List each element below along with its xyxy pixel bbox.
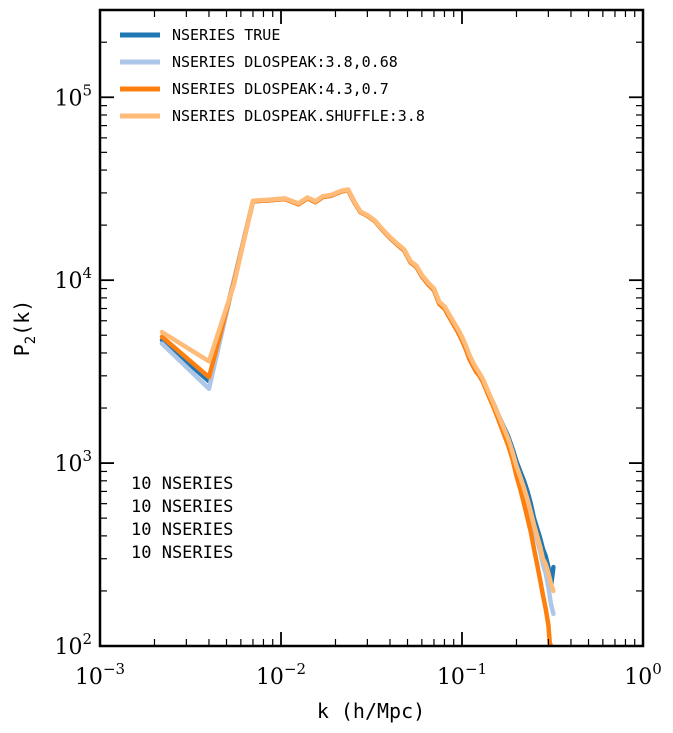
annotation-block: 10 NSERIES 10 NSERIES 10 NSERIES 10 NSERIES	[131, 474, 233, 563]
y-axis-label-sub: 2	[23, 336, 39, 344]
y-tick-label: 102	[54, 630, 92, 660]
y-tick-label: 105	[54, 81, 92, 111]
annotation-line-2: 10 NSERIES	[131, 497, 233, 517]
x-tick-label: 10−1	[437, 660, 487, 690]
y-tick-label: 104	[54, 264, 92, 294]
legend: NSERIES TRUE NSERIES DLOSPEAK:3.8,0.68 NSE…	[120, 26, 425, 125]
y-tick-label: 103	[54, 447, 92, 477]
y-axis-label-tail: (k)	[10, 300, 34, 336]
annotation-line-3: 10 NSERIES	[131, 520, 233, 540]
legend-label-3: NSERIES DLOSPEAK:4.3,0.7	[172, 80, 389, 98]
annotation-line-1: 10 NSERIES	[131, 474, 233, 494]
y-axis-label: P2(k)	[10, 300, 39, 357]
ticks-layer: 10−3 10−2 10−1 100 102 103 104 105	[54, 10, 662, 690]
legend-label-4: NSERIES DLOSPEAK.SHUFFLE:3.8	[172, 107, 425, 125]
x-tick-label: 10−2	[256, 660, 306, 690]
annotation-line-4: 10 NSERIES	[131, 543, 233, 563]
legend-label-2: NSERIES DLOSPEAK:3.8,0.68	[172, 53, 398, 71]
series-line-4	[159, 187, 556, 594]
y-axis-label-main: P	[10, 344, 34, 356]
plot-frame	[98, 8, 645, 648]
x-tick-label: 100	[624, 660, 662, 690]
legend-label-1: NSERIES TRUE	[172, 26, 280, 44]
series-layer	[159, 187, 556, 646]
x-tick-label: 10−3	[75, 660, 125, 690]
series-line-3	[159, 188, 554, 646]
x-axis-label: k (h/Mpc)	[317, 699, 425, 723]
